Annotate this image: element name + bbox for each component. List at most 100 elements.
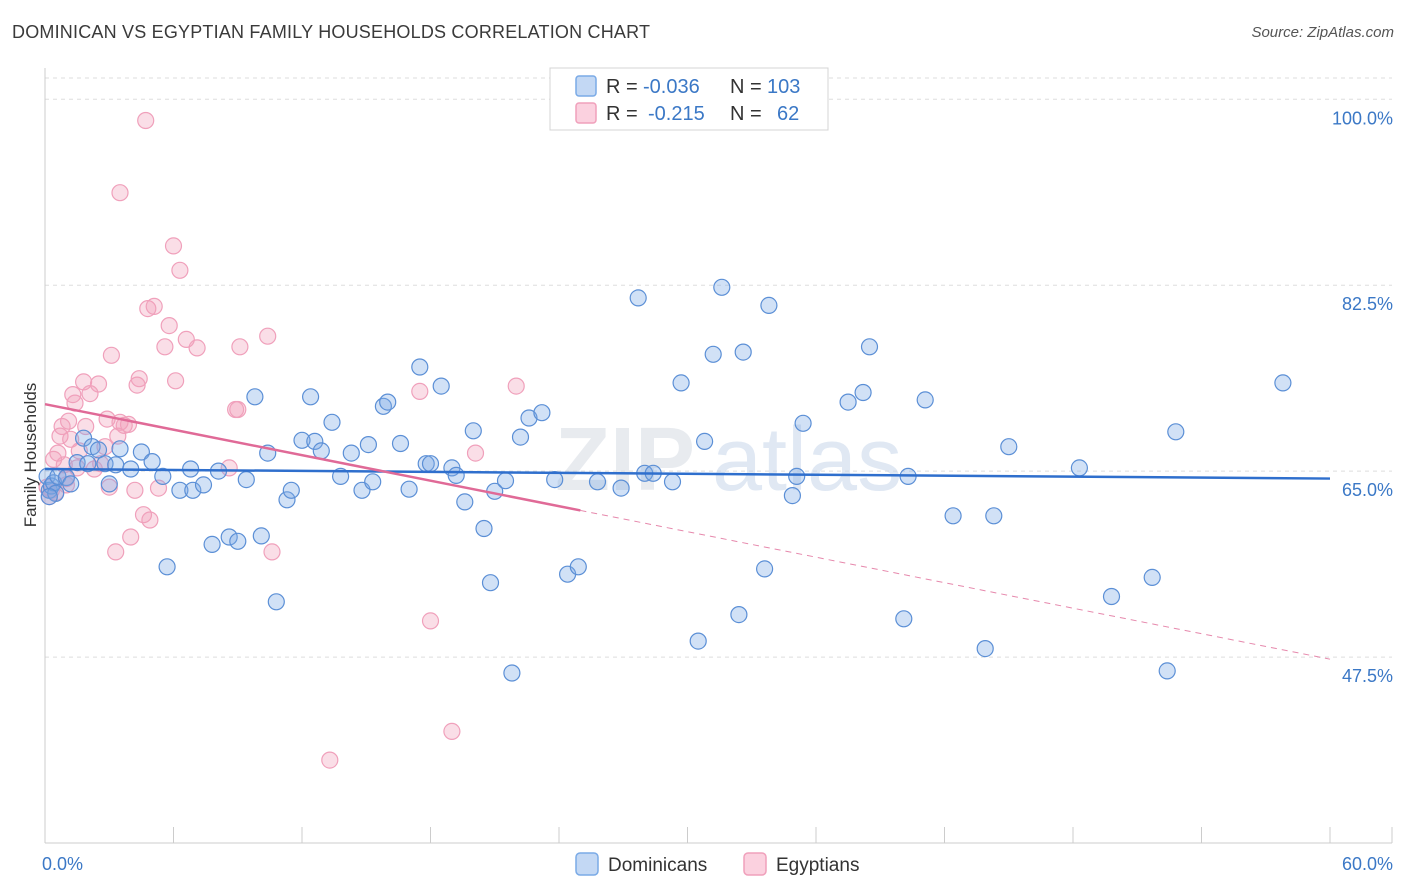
dominicans-point-99 (1102, 587, 1121, 606)
dominicans-point-21 (158, 558, 176, 576)
egyptians-point-33 (130, 370, 148, 388)
dominicans-point-7 (62, 475, 80, 493)
egyptians-point-25 (107, 543, 125, 561)
dominicans-point-91 (895, 610, 913, 628)
dominicans-point-69 (569, 558, 587, 576)
dominicans-point-93 (916, 391, 934, 409)
dominicans-point-38 (302, 388, 320, 406)
egyptians-point-52 (259, 327, 277, 345)
legend-n-label-0: N = (730, 76, 762, 98)
egyptians-point-30 (122, 528, 140, 546)
egyptians-point-58 (466, 444, 485, 462)
egyptians-point-35 (137, 111, 155, 130)
dominicans-point-70 (588, 473, 607, 491)
legend-box: R = -0.036 N = 103 R = -0.215 N = 62 (549, 67, 829, 131)
legend-r-value-0: -0.036 (643, 76, 700, 98)
dominicans-point-63 (503, 664, 521, 682)
dominicans-point-43 (342, 444, 360, 462)
y-tick-label-2: 65.0% (1342, 480, 1393, 500)
egyptians-point-20 (92, 455, 110, 473)
egyptians-point-47 (111, 184, 129, 202)
trend-line-egyptians-1 (44, 402, 581, 512)
legend-n-value-0: 103 (767, 76, 800, 98)
dominicans-point-39 (306, 432, 324, 450)
dominicans-point-75 (663, 473, 682, 491)
dominicans-point-89 (854, 383, 872, 402)
dominicans-point-20 (154, 467, 172, 485)
dominicans-point-37 (293, 431, 311, 449)
series-legend-swatch-egyptians (743, 852, 767, 876)
dominicans-point-18 (132, 443, 150, 461)
dominicans-point-58 (464, 422, 482, 440)
dominicans-point-60 (481, 574, 500, 592)
egyptians-point-46 (188, 339, 206, 357)
dominicans-point-22 (171, 481, 189, 499)
egyptians-point-59 (507, 377, 525, 395)
legend-n-value-1: 62 (777, 103, 799, 125)
legend-r-label-1: R = (606, 103, 638, 125)
dominicans-point-101 (1158, 662, 1176, 680)
x-tick-label-max: 60.0% (1342, 854, 1393, 874)
y-tick-label-1: 82.5% (1342, 294, 1393, 314)
trend-line-dominicans-0 (44, 467, 1331, 480)
dominicans-point-28 (220, 528, 238, 546)
egyptians-point-9 (59, 412, 78, 430)
dominicans-point-94 (944, 507, 962, 525)
dominicans-point-53 (421, 455, 440, 473)
legend-swatch-dominicans (575, 75, 597, 97)
egyptians-point-36 (139, 300, 157, 318)
y-tick-label-0: 100.0% (1332, 108, 1393, 128)
dominicans-point-100 (1143, 568, 1161, 587)
dominicans-point-84 (760, 296, 778, 314)
dominicans-point-29 (229, 532, 247, 550)
dominicans-point-45 (359, 436, 377, 454)
dominicans-point-12 (89, 441, 108, 459)
dominicans-point-83 (755, 560, 774, 578)
dominicans-point-88 (839, 393, 857, 411)
source-label: Source: ZipAtlas.com (1251, 24, 1394, 41)
egyptians-point-37 (141, 511, 159, 529)
egyptians-point-31 (126, 481, 144, 499)
dominicans-point-102 (1167, 423, 1185, 441)
dominicans-point-32 (252, 527, 270, 545)
egyptians-point-26 (109, 427, 127, 445)
dominicans-point-14 (100, 475, 118, 493)
dominicans-point-65 (520, 409, 538, 427)
dominicans-point-97 (1000, 438, 1018, 456)
tick-labels: 100.0% 82.5% 65.0% 47.5% 0.0% 60.0% (42, 108, 1393, 874)
dominicans-point-85 (783, 487, 802, 505)
egyptians-point-44 (171, 261, 189, 279)
egyptians-point-42 (164, 237, 183, 255)
egyptians-point-32 (128, 376, 146, 394)
dominicans-point-36 (282, 481, 300, 499)
dominicans-point-26 (203, 535, 221, 554)
egyptians-point-51 (231, 338, 249, 356)
dominicans-point-80 (713, 278, 731, 296)
dominicans-point-66 (533, 404, 551, 422)
dominicans-point-96 (985, 507, 1003, 525)
series-legend: Dominicans Egyptians (575, 852, 859, 876)
trend-lines (44, 402, 1331, 660)
dominicans-points (38, 278, 1292, 682)
dominicans-point-16 (111, 440, 129, 458)
legend-r-label-0: R = (606, 76, 638, 98)
egyptians-point-17 (81, 385, 99, 403)
egyptians-point-56 (421, 612, 440, 630)
dominicans-point-82 (734, 343, 752, 361)
dominicans-point-50 (400, 480, 418, 498)
series-legend-egyptians: Egyptians (776, 855, 859, 876)
x-tick-label-min: 0.0% (42, 854, 83, 874)
dominicans-point-103 (1274, 374, 1292, 392)
egyptians-point-57 (443, 722, 461, 741)
egyptians-point-50 (229, 400, 247, 419)
dominicans-point-41 (323, 413, 341, 431)
dominicans-point-51 (411, 358, 429, 376)
dominicans-point-104 (40, 488, 58, 506)
egyptians-point-48 (220, 459, 238, 477)
dominicans-point-54 (432, 377, 450, 395)
dominicans-point-35 (278, 491, 296, 509)
egyptians-point-43 (167, 372, 185, 390)
axes (44, 68, 1393, 844)
dominicans-point-71 (612, 479, 630, 497)
dominicans-point-31 (246, 388, 264, 406)
